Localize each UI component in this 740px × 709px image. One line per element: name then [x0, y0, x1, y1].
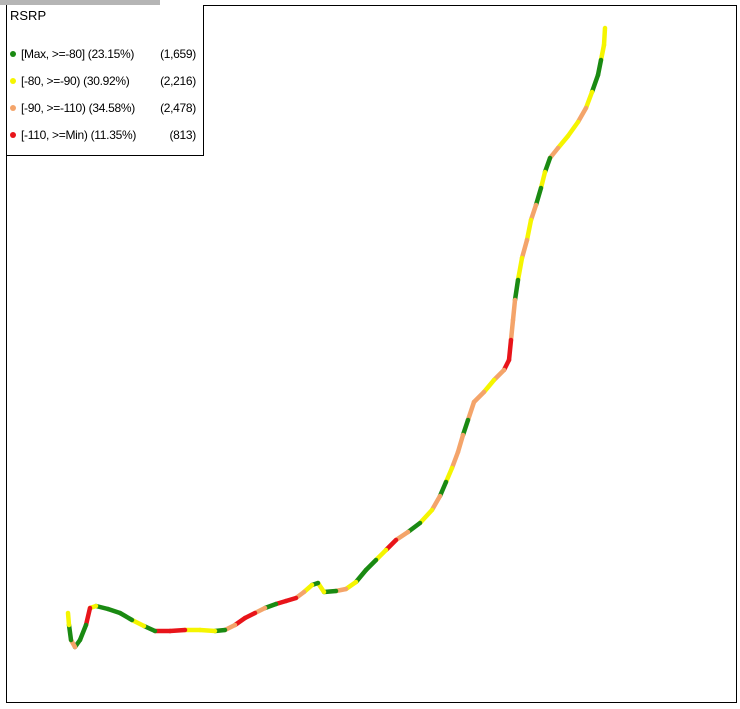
route-segment	[197, 627, 218, 634]
route-segment	[405, 520, 423, 535]
route-segment	[429, 493, 443, 513]
route-segment	[512, 277, 521, 303]
legend-range-label: [-110, >=Min) (11.35%)	[21, 128, 137, 142]
legend-item-80-90: [-80, >=-90) (30.92%) (2,216)	[10, 72, 200, 90]
route-segment	[460, 417, 471, 438]
route-segment	[383, 537, 399, 553]
route-segment	[601, 25, 608, 48]
route-segment	[417, 507, 435, 526]
route-segment	[538, 169, 548, 191]
legend-dot-red	[10, 132, 16, 138]
route-segment	[77, 622, 89, 643]
route-segment	[508, 317, 516, 343]
route-segment	[533, 185, 544, 208]
route-segment	[524, 217, 534, 243]
route-segment	[393, 529, 411, 543]
route-segment	[595, 57, 604, 78]
legend-range-label: [-80, >=-90) (30.92%)	[21, 74, 130, 88]
route-segment	[542, 155, 553, 175]
route-segment	[589, 72, 601, 95]
route-segment	[519, 237, 530, 261]
legend-dot-orange	[10, 105, 16, 111]
route-segment	[555, 133, 571, 151]
route-segment	[465, 399, 477, 423]
route-segment	[455, 432, 466, 455]
route-segment	[481, 377, 497, 395]
legend-item-90-110: [-90, >=-110) (34.58%) (2,478)	[10, 99, 200, 117]
legend-count: (2,478)	[160, 101, 196, 115]
legend-count: (1,659)	[160, 47, 196, 61]
route-segment	[598, 42, 607, 63]
legend-item-max-80: [Max, >=-80] (23.15%) (1,659)	[10, 45, 200, 63]
route-segment	[471, 389, 487, 405]
legend-count: (2,216)	[160, 74, 196, 88]
route-segment	[65, 610, 72, 628]
rsrp-legend: RSRP [Max, >=-80] (23.15%) (1,659) [-80,…	[6, 5, 204, 156]
legend-title: RSRP	[10, 8, 47, 23]
route-segment	[83, 605, 93, 628]
route-segment	[353, 567, 369, 585]
legend-range-label: [-90, >=-110) (34.58%)	[21, 101, 135, 115]
route-segment	[373, 547, 389, 563]
route-segment	[437, 479, 449, 499]
legend-dot-yellow	[10, 78, 16, 84]
route-segment	[528, 202, 539, 223]
route-segment	[491, 367, 507, 383]
legend-range-label: [Max, >=-80] (23.15%)	[21, 47, 135, 61]
route-segment	[167, 627, 188, 634]
route-segment	[583, 89, 595, 111]
route-segment	[575, 105, 589, 125]
route-segment	[565, 119, 581, 139]
route-segment	[510, 297, 518, 323]
route-segment	[449, 449, 461, 471]
route-segment	[443, 465, 455, 485]
route-segment	[363, 557, 379, 573]
legend-item-110-min: [-110, >=Min) (11.35%) (813)	[10, 126, 200, 144]
route-segment	[515, 255, 525, 283]
tab-strip	[0, 0, 160, 5]
route-segment	[506, 337, 514, 363]
legend-dot-green	[10, 51, 16, 57]
route-segment	[117, 610, 135, 623]
route-segment	[66, 622, 74, 643]
legend-count: (813)	[169, 128, 196, 142]
